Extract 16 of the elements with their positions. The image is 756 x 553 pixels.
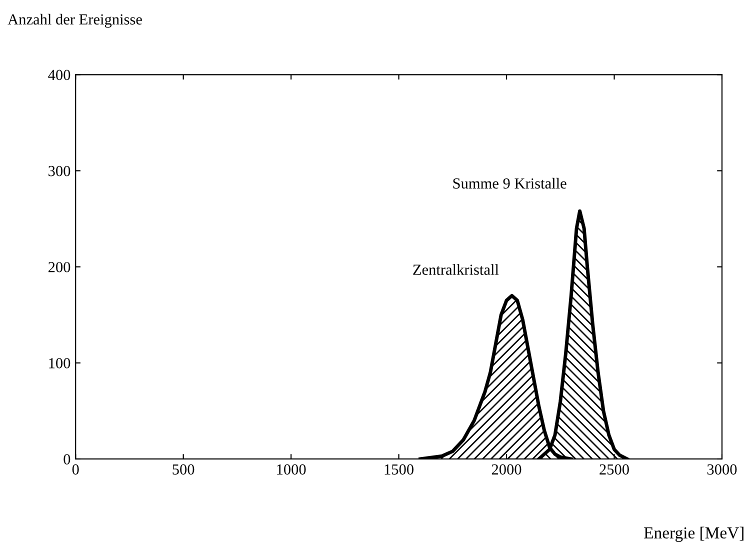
x-tick-label: 2000 (492, 464, 522, 475)
y-tick-label: 200 (48, 262, 70, 272)
y-axis-title: Anzahl der Ereignisse (8, 14, 142, 28)
y-tick-label: 100 (49, 358, 70, 368)
y-tick-label: 0 (64, 454, 70, 464)
x-axis-title: Energie [MeV] (644, 526, 744, 542)
series-label: Summe 9 Kristalle (453, 178, 566, 189)
series-label: Zentralkristall (413, 264, 499, 275)
y-tick-label: 400 (48, 70, 70, 80)
x-tick-label: 2500 (600, 464, 629, 475)
x-tick-label: 1000 (277, 464, 306, 475)
x-tick-label: 3000 (707, 464, 737, 475)
y-tick-label: 300 (48, 166, 70, 176)
x-tick-label: 0 (72, 464, 79, 475)
x-tick-label: 500 (172, 464, 194, 475)
x-tick-label: 1500 (384, 464, 414, 475)
